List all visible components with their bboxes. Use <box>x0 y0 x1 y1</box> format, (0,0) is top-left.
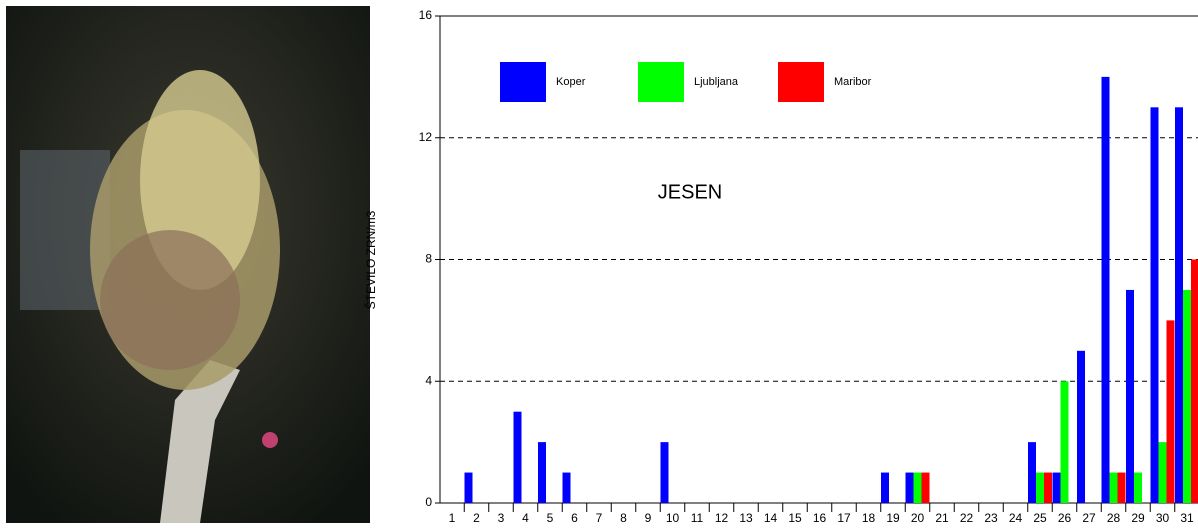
bar <box>538 442 546 503</box>
bar <box>660 442 669 503</box>
x-tick-label: 17 <box>837 511 851 525</box>
x-tick-label: 2 <box>473 511 480 525</box>
x-tick-label: 25 <box>1033 511 1047 525</box>
bar <box>1101 76 1110 503</box>
bar <box>1077 350 1085 503</box>
x-tick-label: 4 <box>522 511 529 525</box>
x-tick-label: 23 <box>984 511 998 525</box>
bar <box>913 472 922 503</box>
x-tick-label: 22 <box>960 511 974 525</box>
x-tick-label: 18 <box>862 511 876 525</box>
x-tick-label: 11 <box>691 511 704 525</box>
photo <box>6 6 370 523</box>
legend-swatch <box>500 62 546 102</box>
x-tick-label: 6 <box>571 511 578 525</box>
legend-swatch <box>778 62 824 102</box>
bar <box>1175 107 1183 503</box>
x-tick-label: 20 <box>911 511 925 525</box>
x-tick-label: 10 <box>666 511 680 525</box>
y-axis-label: ŠTEVILO ZRN/m3 <box>363 210 378 309</box>
bar <box>1126 289 1134 503</box>
y-tick-label: 4 <box>425 373 432 387</box>
x-tick-label: 21 <box>935 511 949 525</box>
x-tick-label: 28 <box>1107 511 1121 525</box>
x-tick-label: 30 <box>1156 511 1170 525</box>
bar <box>1134 472 1142 503</box>
bar <box>1060 381 1069 503</box>
x-tick-label: 31 <box>1180 511 1194 525</box>
bar <box>1109 472 1118 503</box>
x-tick-label: 24 <box>1009 511 1023 525</box>
bar <box>905 472 914 503</box>
x-tick-label: 8 <box>620 511 627 525</box>
x-tick-label: 16 <box>813 511 827 525</box>
x-tick-label: 5 <box>547 511 554 525</box>
x-tick-label: 27 <box>1082 511 1096 525</box>
bar <box>1117 472 1126 503</box>
annotation: JESEN <box>658 181 722 203</box>
bar <box>921 472 930 503</box>
x-tick-label: 14 <box>764 511 778 525</box>
x-tick-label: 9 <box>645 511 652 525</box>
bar <box>464 472 473 503</box>
bar <box>513 411 522 503</box>
bar <box>1166 320 1175 503</box>
x-tick-label: 1 <box>449 511 456 525</box>
x-tick-label: 19 <box>886 511 900 525</box>
bar <box>1036 472 1044 503</box>
y-tick-label: 16 <box>419 8 433 22</box>
x-tick-label: 29 <box>1131 511 1145 525</box>
x-tick-label: 12 <box>715 511 729 525</box>
legend-label: Koper <box>556 76 586 88</box>
y-tick-label: 8 <box>425 252 432 266</box>
x-tick-label: 13 <box>739 511 753 525</box>
bar <box>881 472 889 503</box>
bar <box>1028 442 1036 503</box>
bar <box>1052 472 1061 503</box>
legend-label: Maribor <box>834 76 872 88</box>
legend-swatch <box>638 62 684 102</box>
bar <box>1183 289 1191 503</box>
x-tick-label: 3 <box>498 511 505 525</box>
bar <box>1150 107 1159 503</box>
x-tick-label: 7 <box>596 511 603 525</box>
y-tick-label: 12 <box>419 130 433 144</box>
x-tick-label: 15 <box>788 511 802 525</box>
bar <box>1191 259 1198 503</box>
bar <box>1158 442 1167 503</box>
bar <box>1044 472 1052 503</box>
legend-label: Ljubljana <box>694 76 739 88</box>
x-tick-label: 26 <box>1058 511 1072 525</box>
bar <box>562 472 571 503</box>
y-tick-label: 0 <box>425 495 432 509</box>
